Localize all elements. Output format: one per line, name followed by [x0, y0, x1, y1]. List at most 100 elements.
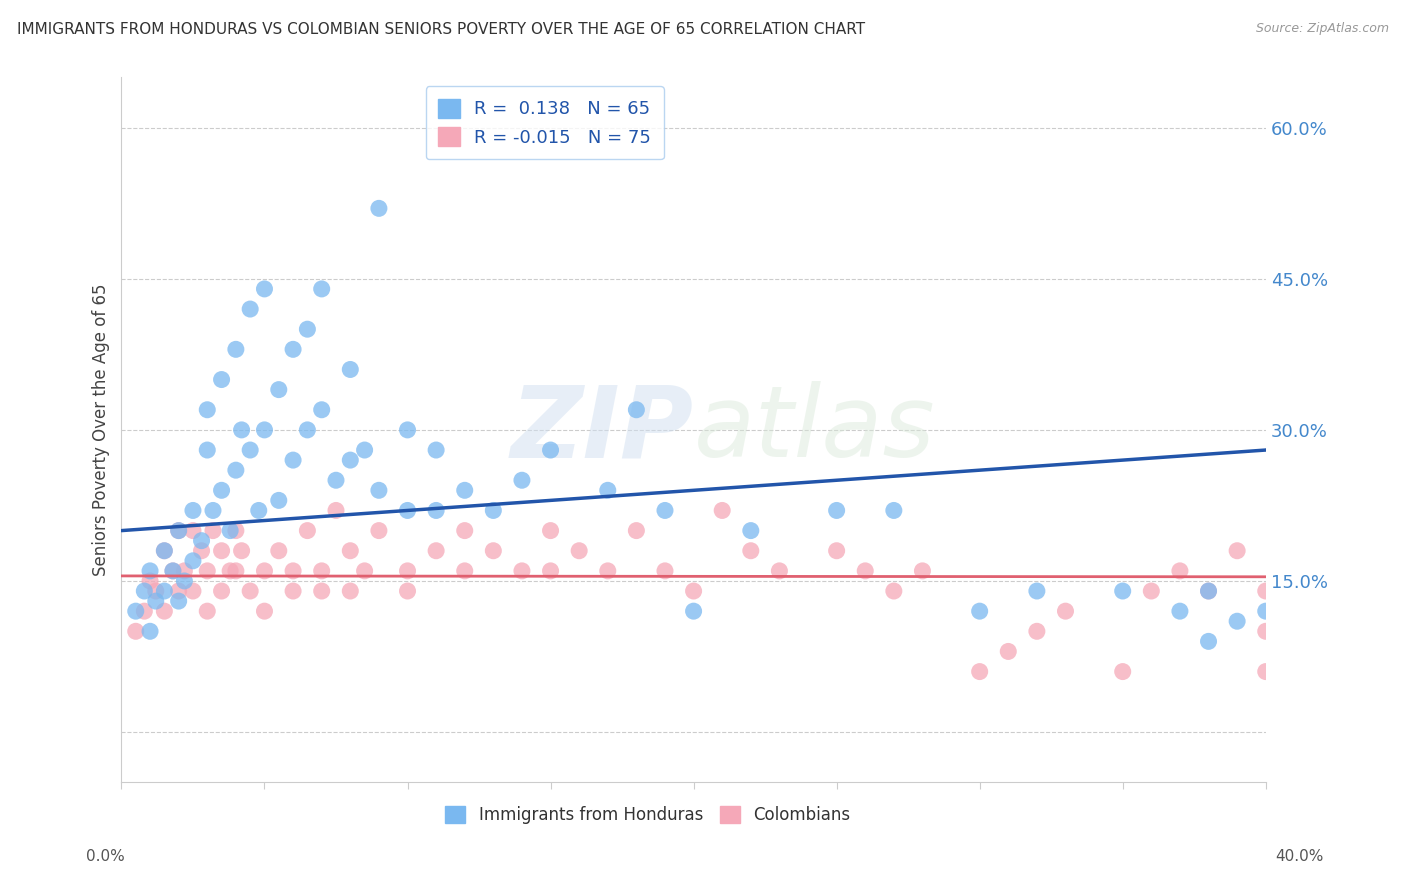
Point: [1112, 665, 1135, 679]
Point: [201, 503, 224, 517]
Point: [454, 483, 477, 498]
Point: [311, 402, 333, 417]
Point: [145, 594, 167, 608]
Point: [225, 564, 247, 578]
Point: [396, 584, 419, 599]
Point: [253, 604, 276, 618]
Point: [325, 503, 347, 517]
Point: [139, 624, 162, 639]
Point: [969, 604, 991, 618]
Point: [195, 402, 218, 417]
Point: [231, 423, 253, 437]
Point: [568, 543, 591, 558]
Point: [540, 564, 562, 578]
Point: [654, 503, 676, 517]
Point: [883, 503, 905, 517]
Point: [267, 383, 290, 397]
Point: [195, 604, 218, 618]
Point: [219, 564, 242, 578]
Text: atlas: atlas: [693, 382, 935, 478]
Point: [1168, 604, 1191, 618]
Point: [1226, 543, 1249, 558]
Point: [1254, 665, 1277, 679]
Point: [540, 443, 562, 458]
Point: [239, 301, 262, 316]
Point: [225, 463, 247, 477]
Point: [1198, 634, 1220, 648]
Point: [181, 503, 204, 517]
Point: [125, 624, 148, 639]
Point: [510, 473, 533, 487]
Point: [225, 343, 247, 357]
Point: [211, 543, 233, 558]
Point: [367, 524, 389, 538]
Text: Source: ZipAtlas.com: Source: ZipAtlas.com: [1256, 22, 1389, 36]
Point: [239, 584, 262, 599]
Point: [139, 564, 162, 578]
Point: [825, 543, 848, 558]
Point: [1369, 584, 1392, 599]
Text: IMMIGRANTS FROM HONDURAS VS COLOMBIAN SENIORS POVERTY OVER THE AGE OF 65 CORRELA: IMMIGRANTS FROM HONDURAS VS COLOMBIAN SE…: [17, 22, 865, 37]
Point: [153, 543, 176, 558]
Point: [311, 282, 333, 296]
Point: [225, 524, 247, 538]
Point: [167, 524, 190, 538]
Point: [153, 604, 176, 618]
Point: [510, 564, 533, 578]
Point: [682, 584, 704, 599]
Point: [1054, 604, 1077, 618]
Point: [145, 584, 167, 599]
Point: [396, 564, 419, 578]
Legend: Immigrants from Honduras, Colombians: Immigrants from Honduras, Colombians: [436, 796, 860, 834]
Point: [190, 543, 212, 558]
Point: [626, 402, 648, 417]
Point: [201, 524, 224, 538]
Point: [482, 543, 505, 558]
Point: [353, 443, 375, 458]
Point: [853, 564, 876, 578]
Point: [596, 564, 619, 578]
Point: [339, 584, 361, 599]
Point: [540, 524, 562, 538]
Point: [367, 483, 389, 498]
Text: ZIP: ZIP: [510, 382, 693, 478]
Point: [396, 503, 419, 517]
Point: [173, 564, 195, 578]
Point: [267, 543, 290, 558]
Text: 40.0%: 40.0%: [1275, 849, 1323, 863]
Y-axis label: Seniors Poverty Over the Age of 65: Seniors Poverty Over the Age of 65: [93, 284, 110, 576]
Point: [1226, 614, 1249, 628]
Point: [195, 443, 218, 458]
Point: [1112, 584, 1135, 599]
Point: [219, 524, 242, 538]
Point: [740, 524, 762, 538]
Point: [281, 343, 304, 357]
Point: [211, 584, 233, 599]
Point: [281, 453, 304, 467]
Point: [311, 564, 333, 578]
Point: [153, 543, 176, 558]
Point: [1312, 564, 1334, 578]
Point: [969, 665, 991, 679]
Point: [1254, 604, 1277, 618]
Point: [1254, 624, 1277, 639]
Point: [134, 604, 156, 618]
Point: [1140, 584, 1163, 599]
Point: [267, 493, 290, 508]
Point: [162, 564, 184, 578]
Point: [190, 533, 212, 548]
Point: [353, 564, 375, 578]
Point: [740, 543, 762, 558]
Point: [711, 503, 734, 517]
Point: [482, 503, 505, 517]
Point: [139, 574, 162, 588]
Point: [239, 443, 262, 458]
Point: [134, 584, 156, 599]
Point: [1398, 684, 1406, 698]
Point: [281, 564, 304, 578]
Point: [425, 543, 447, 558]
Point: [1025, 584, 1047, 599]
Point: [325, 473, 347, 487]
Point: [297, 322, 319, 336]
Point: [1168, 564, 1191, 578]
